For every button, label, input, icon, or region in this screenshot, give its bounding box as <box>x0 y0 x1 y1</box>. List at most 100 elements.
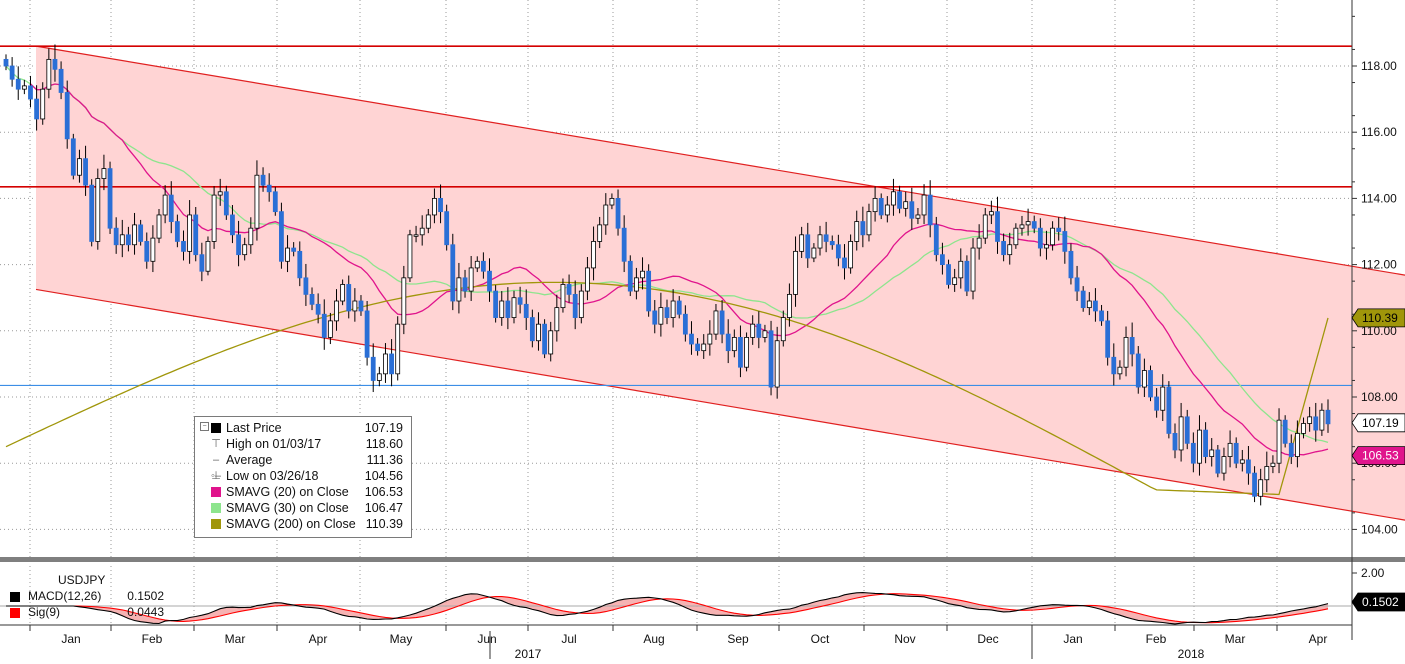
candle-body <box>676 300 682 315</box>
candle-body <box>266 184 272 193</box>
candle-body <box>640 270 645 279</box>
high-marker-icon: ⊤ <box>211 438 221 450</box>
candle-body <box>389 353 394 375</box>
candle-body <box>383 353 388 375</box>
candle-body <box>523 303 529 318</box>
candle-body <box>505 300 511 318</box>
candle-body <box>1313 416 1319 431</box>
low-marker-icon: ⊥ <box>211 470 221 482</box>
candle-body <box>597 224 603 242</box>
candle-body <box>1093 300 1098 312</box>
legend-value: 106.47 <box>364 501 403 515</box>
candle-body <box>511 297 517 318</box>
candle-body <box>585 267 590 292</box>
macd-badge <box>1351 592 1405 612</box>
candle-body <box>566 284 572 295</box>
legend-swatch <box>211 519 221 529</box>
channel-upper-line <box>35 45 1405 276</box>
candle-body <box>21 85 27 90</box>
candle-body <box>46 58 52 90</box>
candle-body <box>156 214 162 239</box>
candle-body <box>933 224 939 256</box>
legend-label: High on 01/03/17 <box>226 437 322 451</box>
candle-body <box>897 191 902 209</box>
candle-body <box>1209 449 1215 457</box>
candle-body <box>591 241 596 269</box>
candle-body <box>878 197 884 216</box>
candle-body <box>603 204 609 226</box>
x-axis: Jan Feb Mar Apr May Jun Jul Aug Sep Oct Nov Dec Jan F… <box>0 624 1352 661</box>
legend-row: SMAVG (200) on Close 110.39 <box>195 516 405 532</box>
candle-body <box>548 330 554 355</box>
candle-body <box>1276 419 1282 464</box>
candle-body <box>126 234 131 246</box>
candle-body <box>695 343 701 352</box>
sig-label: Sig(9) <box>28 605 61 619</box>
channel-lower-line <box>35 288 1405 521</box>
candle-body <box>1007 244 1013 256</box>
collapse-icon[interactable]: − <box>200 422 209 431</box>
candle-body <box>450 244 456 302</box>
candle-body <box>823 234 829 242</box>
candle-body <box>738 337 743 368</box>
candle-body <box>848 241 854 269</box>
macd-legend-row: MACD(12,26) 0.1502 <box>8 589 166 604</box>
y-tick-label: 104.00 <box>1361 522 1398 536</box>
candle-body <box>279 211 284 262</box>
candle-body <box>1301 423 1306 434</box>
month-label: May <box>390 632 413 646</box>
candle-body <box>995 211 1000 242</box>
candle-body <box>64 92 70 140</box>
price-badge-label: 106.53 <box>1362 449 1399 463</box>
candle-body <box>181 241 186 252</box>
candle-body <box>952 277 958 285</box>
candle-body <box>107 168 113 229</box>
legend-row: Last Price 107.19 <box>195 420 405 436</box>
candle-body <box>370 356 376 381</box>
price-badge <box>1351 446 1405 466</box>
candle-body <box>1166 386 1172 434</box>
candle-body <box>1282 419 1288 444</box>
candle-body <box>3 58 9 67</box>
candle-body <box>664 307 670 318</box>
month-label: Mar <box>225 632 246 646</box>
candle-body <box>425 214 431 229</box>
candle-body <box>28 85 33 100</box>
candle-body <box>1264 466 1270 481</box>
candle-body <box>633 277 639 292</box>
candle-body <box>205 241 211 272</box>
candle-body <box>1227 442 1233 457</box>
candle-body <box>1062 231 1068 252</box>
sig-legend-row: Sig(9) 0.0443 <box>8 605 166 620</box>
candle-body <box>474 260 480 269</box>
candle-body <box>1203 429 1208 457</box>
month-label: Aug <box>643 632 664 646</box>
candle-body <box>1074 277 1080 292</box>
candle-body <box>58 68 64 93</box>
candle-body <box>432 197 437 216</box>
candle-body <box>884 204 890 216</box>
legend-value: 118.60 <box>365 437 403 451</box>
candle-body <box>407 234 413 279</box>
candle-body <box>731 337 737 352</box>
candle-body <box>578 290 584 318</box>
candle-body <box>970 247 976 292</box>
candle-body <box>162 194 168 216</box>
macd-label: MACD(12,26) <box>28 589 102 603</box>
candle-body <box>572 293 578 318</box>
macd-swatch <box>10 592 20 602</box>
candle-body <box>248 227 254 246</box>
candle-body <box>89 184 95 242</box>
candle-body <box>95 178 101 242</box>
candle-body <box>793 250 798 295</box>
candle-body <box>762 330 768 338</box>
candle-body <box>413 234 419 237</box>
legend-row: ⊥ Low on 03/26/18 104.56 <box>195 468 405 484</box>
candle-body <box>811 247 817 259</box>
candle-body <box>542 323 547 355</box>
candle-body <box>958 260 964 279</box>
candle-body <box>1111 356 1117 375</box>
month-label: Apr <box>1309 632 1328 646</box>
candle-body <box>1129 337 1135 355</box>
month-label: Apr <box>309 632 328 646</box>
